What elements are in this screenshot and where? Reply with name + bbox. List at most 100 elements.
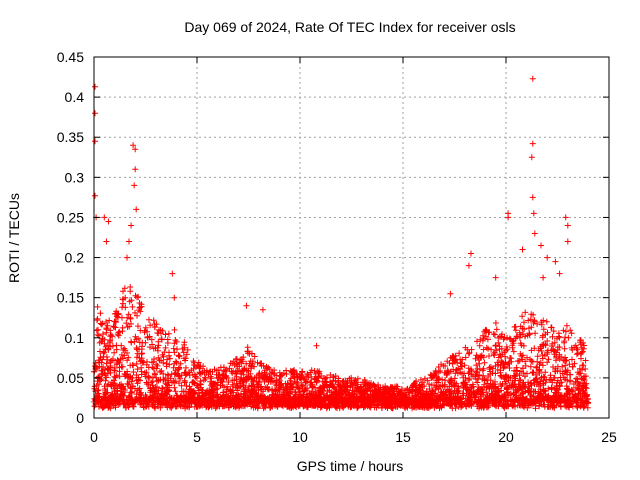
data-point <box>177 375 184 382</box>
data-point <box>225 404 232 411</box>
data-point <box>211 366 218 373</box>
data-point <box>418 396 425 403</box>
data-point <box>519 313 526 320</box>
data-point <box>128 222 135 229</box>
data-point <box>94 317 100 324</box>
data-point <box>144 334 151 341</box>
data-point <box>476 366 483 373</box>
data-point <box>533 371 539 378</box>
data-point <box>267 378 274 385</box>
data-point <box>468 398 475 405</box>
data-point <box>94 303 101 310</box>
data-point <box>530 369 536 376</box>
data-point <box>191 359 197 366</box>
data-point <box>349 387 356 394</box>
data-point <box>459 356 466 363</box>
data-point <box>431 404 438 411</box>
data-point <box>142 403 149 410</box>
data-point <box>132 166 139 173</box>
data-point <box>159 351 166 358</box>
data-point <box>522 373 528 380</box>
data-point <box>165 400 172 407</box>
data-point <box>110 323 117 330</box>
data-point <box>483 344 490 351</box>
data-point <box>155 354 162 361</box>
data-point <box>431 382 438 388</box>
data-point <box>435 364 442 370</box>
data-point <box>124 400 131 407</box>
data-point <box>123 320 130 327</box>
data-point <box>141 397 148 403</box>
data-point <box>153 388 160 395</box>
data-point <box>527 316 534 323</box>
data-point <box>559 363 566 370</box>
data-point <box>466 393 473 400</box>
data-point <box>489 391 496 398</box>
data-point <box>278 384 285 391</box>
x-tick-label: 10 <box>292 429 308 445</box>
y-tick-label: 0.05 <box>57 370 84 386</box>
data-point <box>566 404 573 411</box>
data-point <box>575 387 582 394</box>
data-point <box>296 388 303 395</box>
data-point <box>525 383 532 390</box>
data-point <box>239 403 245 410</box>
data-point <box>429 373 436 380</box>
data-point <box>498 333 505 340</box>
data-point <box>569 356 575 363</box>
data-point <box>540 326 547 333</box>
data-point <box>98 321 105 328</box>
data-point <box>219 394 226 400</box>
data-point <box>505 214 512 221</box>
data-point <box>94 315 101 322</box>
data-point <box>358 383 364 390</box>
data-point <box>432 367 439 374</box>
data-point <box>384 405 391 412</box>
data-point <box>549 379 556 386</box>
data-point <box>296 374 303 381</box>
data-point <box>260 374 267 381</box>
data-point <box>359 401 366 408</box>
data-point <box>499 351 506 358</box>
data-point <box>561 339 568 346</box>
data-point <box>336 383 343 390</box>
data-point <box>240 377 247 384</box>
data-point <box>557 374 564 381</box>
data-point <box>580 362 587 369</box>
data-point <box>299 368 306 375</box>
data-point <box>170 397 177 404</box>
data-point <box>198 401 205 408</box>
data-point <box>568 330 575 337</box>
data-point <box>165 379 172 386</box>
data-point <box>103 329 110 336</box>
data-point <box>506 382 513 389</box>
data-point <box>110 400 117 407</box>
data-point <box>531 317 538 324</box>
data-point <box>406 389 413 396</box>
data-point <box>576 365 583 372</box>
data-point <box>153 365 160 372</box>
data-point <box>139 400 146 407</box>
data-point <box>536 368 543 375</box>
data-point <box>553 389 560 396</box>
data-point <box>122 304 129 311</box>
data-point <box>126 378 133 385</box>
data-point <box>374 401 381 408</box>
data-point <box>199 396 206 403</box>
data-point <box>491 400 497 407</box>
data-point <box>95 375 102 382</box>
data-point <box>481 381 488 388</box>
data-point <box>270 377 277 384</box>
data-point <box>287 381 294 388</box>
data-point <box>126 392 133 399</box>
data-point <box>452 370 459 377</box>
data-point <box>529 369 536 376</box>
data-point <box>412 400 419 407</box>
data-point <box>253 378 260 385</box>
data-point <box>440 396 447 403</box>
data-point <box>118 363 125 370</box>
data-point <box>121 345 128 352</box>
data-point <box>262 385 269 392</box>
data-point <box>382 383 389 390</box>
data-point <box>479 337 486 344</box>
